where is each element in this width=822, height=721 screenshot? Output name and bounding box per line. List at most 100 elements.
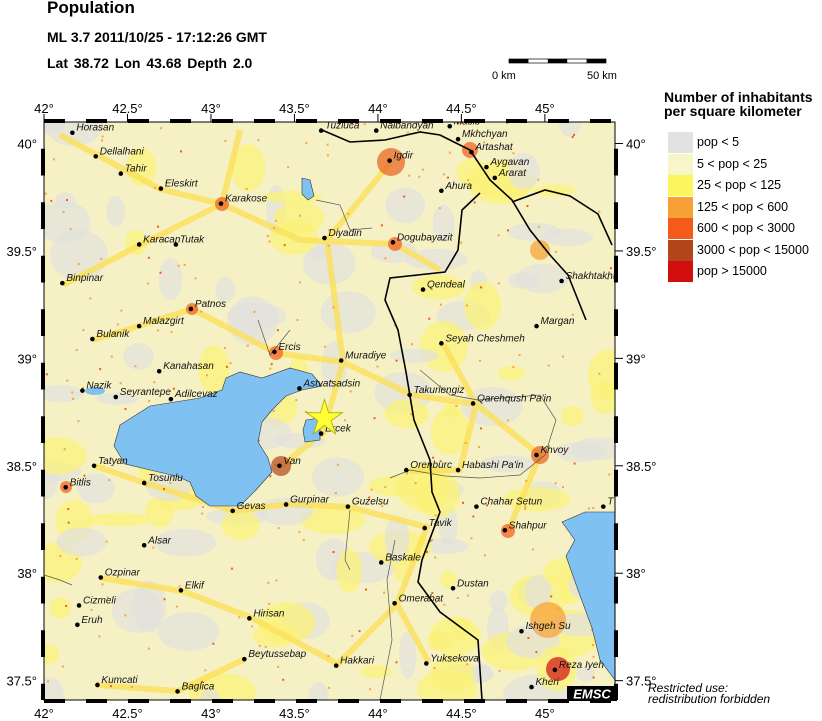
city: Ararat — [492, 168, 527, 181]
density-dot — [72, 397, 75, 400]
frame-tick — [464, 699, 485, 703]
density-dot — [147, 647, 150, 650]
density-dot — [100, 139, 103, 142]
city-dot — [158, 186, 164, 191]
frame-tick — [296, 119, 317, 123]
city-label: Mkhchyan — [462, 129, 508, 140]
density-dot — [592, 676, 595, 679]
density-dot — [606, 278, 609, 281]
city: Muradiye — [338, 351, 387, 363]
city-label: Reza Iyeh — [559, 660, 604, 671]
city-label: Eleskirt — [165, 179, 199, 190]
legend-item: 25 < pop < 125 — [668, 175, 822, 196]
city-label: Muradiye — [345, 351, 387, 362]
legend-item: 5 < pop < 25 — [668, 153, 822, 175]
city-label: Adilcevaz — [174, 389, 218, 400]
density-patch — [215, 276, 236, 303]
lake-small — [301, 177, 315, 201]
density-dot — [159, 127, 162, 130]
map-frame — [43, 121, 616, 701]
city-label: Ercek — [325, 424, 352, 435]
city-dot — [76, 603, 82, 608]
density-dot — [304, 410, 307, 413]
city-dot — [247, 616, 252, 621]
legend-label: 600 < pop < 3000 — [697, 221, 796, 235]
density-dot — [483, 141, 486, 144]
frame-tick — [380, 119, 401, 123]
density-dot — [592, 507, 595, 510]
density-dot — [608, 473, 611, 476]
city: Bitlis — [63, 477, 91, 490]
density-dot — [61, 665, 64, 668]
frame-tick — [614, 630, 618, 657]
density-dot — [592, 655, 595, 658]
density-dot — [332, 551, 335, 554]
city-dot — [455, 467, 461, 473]
density-patch — [555, 442, 604, 462]
density-dot — [283, 244, 286, 247]
city-dot — [450, 585, 456, 591]
density-dot — [272, 410, 275, 413]
density-dot — [257, 439, 260, 442]
city-label: Ahura — [444, 181, 472, 192]
city-dot — [470, 401, 476, 406]
city-label: Van — [283, 456, 301, 467]
density-dot — [472, 515, 475, 518]
city-label: Khvoy — [541, 445, 570, 456]
density-dot — [480, 427, 483, 430]
frame-tick — [506, 699, 527, 703]
density-dot — [349, 390, 352, 393]
density-dot — [428, 317, 431, 320]
city: Hakkari — [333, 656, 375, 668]
density-dot — [480, 286, 483, 289]
city-label: Shakhtakht — [566, 271, 617, 282]
city: Tavik — [422, 518, 453, 531]
density-dot — [196, 685, 199, 688]
city-markers: Horasan Dellalhani Tahir Eleskirt Karakose Ka… — [60, 122, 617, 694]
city: Seyah Cheshmeh — [439, 333, 525, 346]
city: Adilcevaz — [168, 389, 218, 402]
density-patch — [507, 152, 540, 190]
density-dot — [119, 382, 122, 385]
density-dot — [90, 608, 93, 611]
frame-tick — [41, 416, 45, 443]
density-patch — [123, 343, 154, 370]
city-dot — [552, 667, 558, 673]
density-dot — [462, 501, 465, 504]
density-patch — [472, 663, 493, 683]
density-dot — [163, 488, 166, 491]
city-label: Hakkari — [340, 656, 375, 667]
city: Shakhtakht — [559, 271, 617, 284]
density-patch — [56, 527, 107, 557]
city-label: Elkif — [185, 580, 205, 591]
city-label: Igdir — [394, 151, 414, 162]
density-dot — [147, 256, 150, 259]
density-dot — [230, 567, 233, 570]
usage-notice-line2: redistribution forbidden — [648, 692, 771, 706]
density-dot — [277, 665, 280, 668]
legend-title: Number of inhabitants per square kilomet… — [664, 90, 813, 118]
density-dot — [69, 228, 72, 231]
density-dot — [302, 538, 305, 541]
city: T — [601, 497, 614, 509]
city: Alsar — [141, 535, 172, 548]
density-dot — [470, 537, 473, 540]
density-dot — [425, 550, 428, 553]
density-dot — [429, 539, 432, 542]
density-patch — [421, 538, 469, 555]
density-dot — [328, 229, 331, 232]
frame-tick — [44, 699, 65, 703]
density-dot — [225, 365, 228, 368]
frame-tick — [614, 576, 618, 604]
density-dot — [460, 241, 463, 244]
density-dot — [77, 263, 80, 266]
frame-tick — [170, 119, 191, 123]
density-patch — [49, 597, 72, 619]
city-dot — [118, 171, 124, 176]
density-dot — [598, 210, 601, 213]
density-patch — [311, 457, 364, 497]
density-dot — [273, 227, 276, 230]
frame-tick — [41, 362, 45, 390]
city-label: Tahir — [125, 164, 148, 175]
density-dot — [433, 667, 436, 670]
